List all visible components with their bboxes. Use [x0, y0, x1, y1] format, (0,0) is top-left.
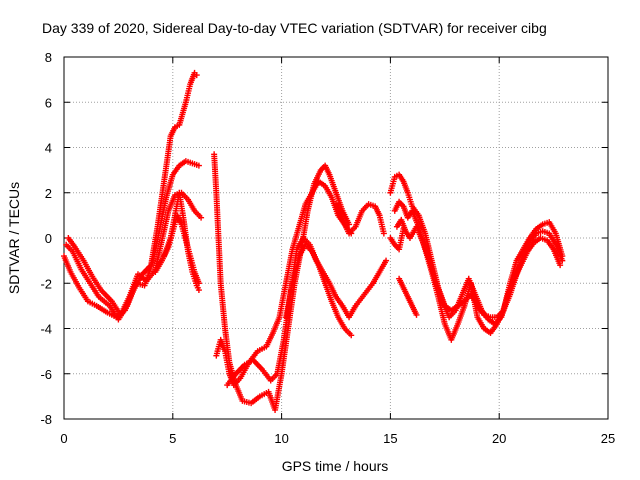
y-tick-label: 8 — [45, 50, 52, 65]
y-tick-labels: -8 -6 -4 -2 0 2 4 6 8 — [40, 50, 52, 427]
series-track-10 — [333, 201, 387, 237]
axis-ticks — [63, 56, 609, 420]
grid-lines — [64, 57, 608, 419]
data-point — [383, 257, 390, 264]
x-tick-label: 5 — [169, 431, 176, 446]
data-point — [193, 72, 200, 79]
series-track-2 — [63, 158, 202, 323]
x-tick-labels: 0 5 10 15 20 25 — [60, 431, 615, 446]
y-tick-label: -6 — [40, 367, 52, 382]
y-tick-label: -2 — [40, 276, 52, 291]
series-track-12 — [391, 198, 566, 343]
series-track-3 — [65, 189, 205, 318]
y-tick-label: -8 — [40, 412, 52, 427]
x-tick-label: 20 — [492, 431, 506, 446]
data-points — [61, 69, 566, 413]
x-axis-label: GPS time / hours — [282, 458, 389, 474]
series-track-14 — [396, 275, 420, 318]
data-point — [557, 262, 564, 269]
x-tick-label: 25 — [601, 431, 615, 446]
x-tick-label: 15 — [383, 431, 397, 446]
chart-title: Day 339 of 2020, Sidereal Day-to-day VTE… — [42, 20, 547, 36]
y-tick-label: 0 — [45, 231, 52, 246]
x-tick-label: 10 — [274, 431, 288, 446]
x-tick-label: 0 — [60, 431, 67, 446]
data-point — [400, 225, 407, 232]
data-point — [195, 287, 202, 294]
y-tick-label: 6 — [45, 95, 52, 110]
y-tick-label: 4 — [45, 141, 52, 156]
data-point — [198, 214, 205, 221]
data-point — [348, 332, 355, 339]
y-tick-label: 2 — [45, 186, 52, 201]
series-track-7 — [213, 178, 355, 389]
series-track-9 — [282, 241, 355, 339]
series-track-8 — [224, 235, 390, 389]
data-point — [380, 230, 387, 237]
series-track-15 — [387, 225, 407, 253]
series-track-5 — [161, 189, 202, 294]
y-axis-label: SDTVAR / TECUs — [6, 182, 22, 294]
data-point — [413, 311, 420, 318]
y-tick-label: -4 — [40, 322, 52, 337]
series-track-13 — [393, 216, 564, 327]
data-point — [195, 162, 202, 169]
